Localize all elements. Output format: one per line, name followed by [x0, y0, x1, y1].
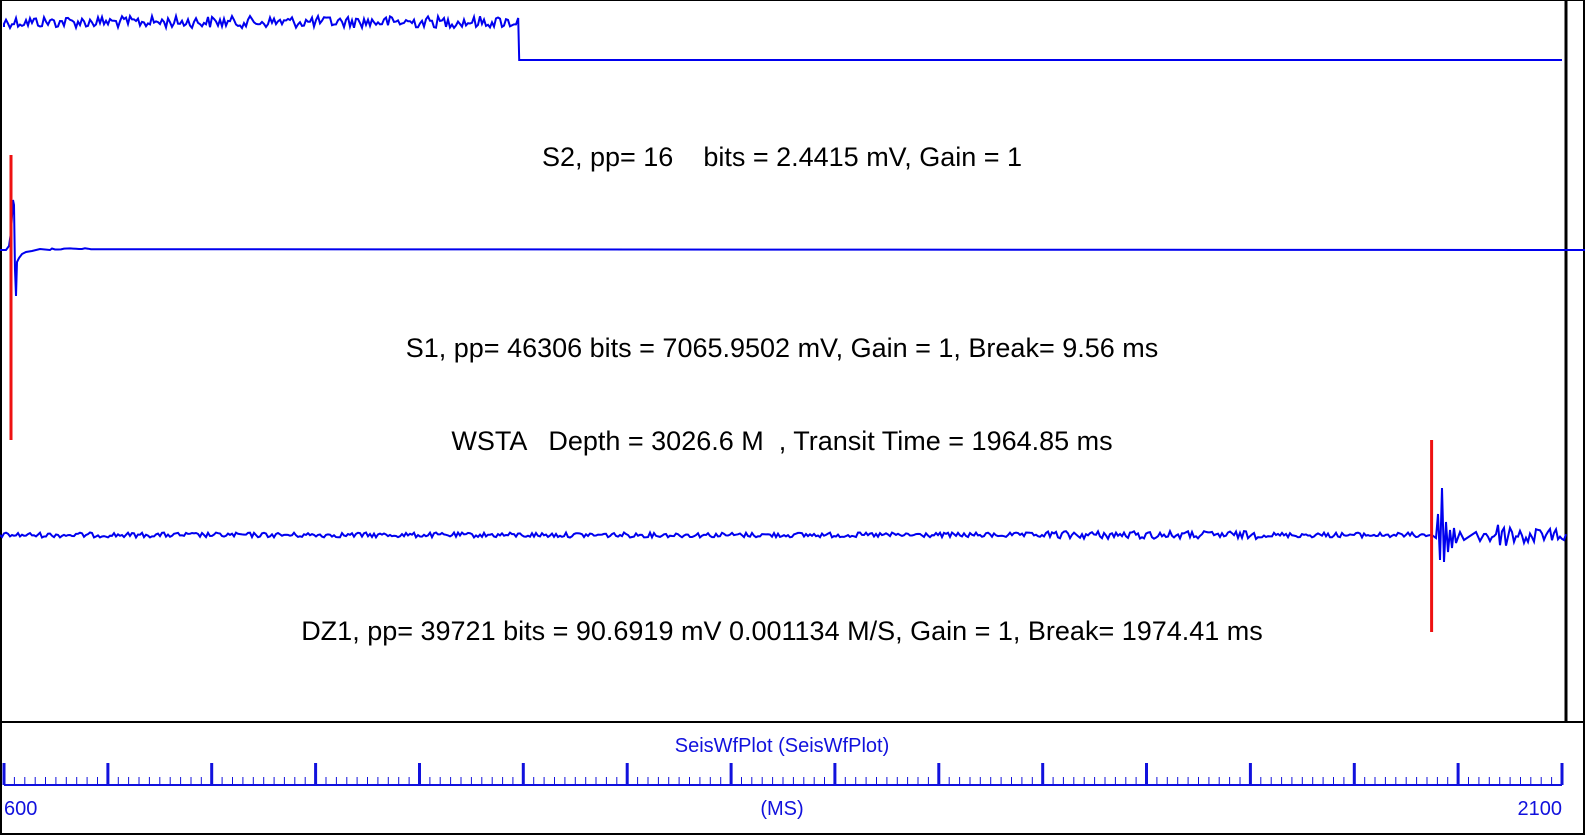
x-tick-label-start: 600: [4, 798, 37, 820]
trace-label-s2: S2, pp= 16 bits = 2.4415 mV, Gain = 1: [542, 142, 1022, 172]
traces-group: [0, 16, 1585, 632]
trace-s1: [0, 200, 1585, 296]
trace-s2: [4, 16, 1562, 60]
trace-label-s1: S1, pp= 46306 bits = 7065.9502 mV, Gain …: [406, 333, 1159, 363]
x-axis-ticks: [4, 763, 1562, 785]
trace-label-dz1: DZ1, pp= 39721 bits = 90.6919 mV 0.00113…: [301, 616, 1263, 646]
x-tick-label-end: 2100: [1518, 798, 1563, 820]
x-axis-unit-label: (MS): [760, 798, 803, 820]
axis-caption: SeisWfPlot (SeisWfPlot): [675, 735, 889, 757]
header-line: WSTA Depth = 3026.6 M , Transit Time = 1…: [451, 426, 1112, 456]
trace-dz1: [0, 488, 1566, 562]
